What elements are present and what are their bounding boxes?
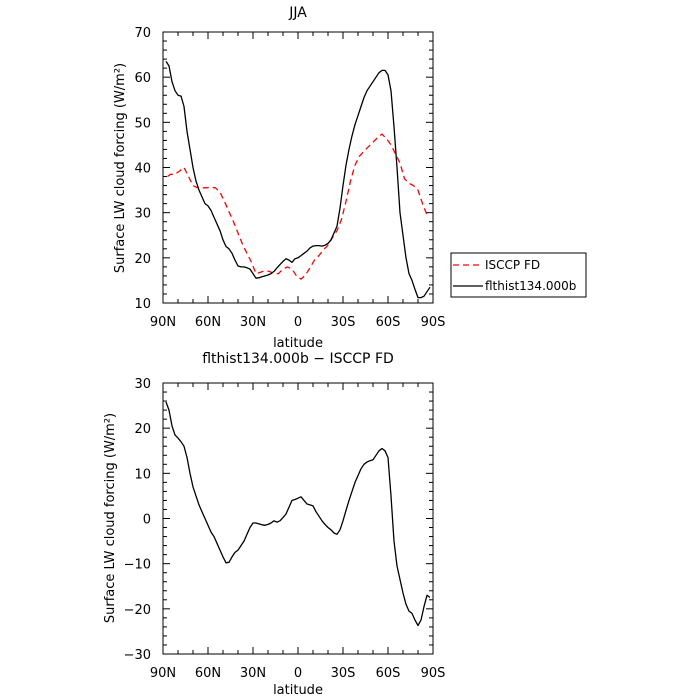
top-x-tick-label: 0 xyxy=(294,315,302,330)
top-y-tick-label: 50 xyxy=(134,116,151,131)
legend-box xyxy=(450,252,587,298)
bottom-series-line-1 xyxy=(165,401,431,627)
top-plot-frame xyxy=(162,31,434,304)
top-x-tick-label: 60S xyxy=(376,315,401,330)
top-legend: ISCCP FD flthist134.000b xyxy=(450,252,587,298)
bottom-y-tick-label: 0 xyxy=(143,513,151,528)
top-chart-title: JJA xyxy=(288,5,307,21)
bottom-x-axis-title: latitude xyxy=(273,683,323,698)
top-y-tick-label: 60 xyxy=(134,71,151,86)
bottom-y-axis-title: Surface LW cloud forcing (W/m²) xyxy=(103,413,118,623)
bottom-plot-area: −30 −20 −10 0 10 20 30 90N 60N 30N 0 30S 60S 90S xyxy=(124,377,446,681)
top-x-tick-label: 90S xyxy=(421,315,446,330)
bottom-x-tick-label: 30N xyxy=(240,666,266,681)
top-y-tick-label: 10 xyxy=(134,297,151,312)
top-x-tick-label: 30N xyxy=(240,315,266,330)
bottom-x-tick-label: 60N xyxy=(195,666,221,681)
bottom-y-tick-label: 20 xyxy=(134,422,151,437)
bottom-x-tick-label: 30S xyxy=(331,666,356,681)
top-chart: JJA 10 20 30 40 50 60 70 90N 60N 30N 0 30S 60S 90S la… xyxy=(113,5,587,351)
top-y-tick-label: 20 xyxy=(134,252,151,267)
legend-label-isccp: ISCCP FD xyxy=(485,258,540,272)
bottom-chart-title: flthist134.000b − ISCCP FD xyxy=(202,351,394,367)
bottom-x-tick-label: 90N xyxy=(150,666,176,681)
top-series-line-2 xyxy=(165,61,431,299)
bottom-y-tick-label: −20 xyxy=(124,603,151,618)
top-x-tick-label: 90N xyxy=(150,315,176,330)
top-y-tick-label: 70 xyxy=(134,26,151,41)
bottom-x-tick-label: 0 xyxy=(294,666,302,681)
top-y-tick-label: 40 xyxy=(134,162,151,177)
top-x-tick-label: 60N xyxy=(195,315,221,330)
top-plot-area: 10 20 30 40 50 60 70 90N 60N 30N 0 30S 60S 90S xyxy=(134,26,445,330)
bottom-y-tick-label: −10 xyxy=(124,558,151,573)
legend-label-flthist: flthist134.000b xyxy=(485,279,576,293)
top-y-axis-title: Surface LW cloud forcing (W/m²) xyxy=(113,63,128,273)
top-y-tick-label: 30 xyxy=(134,207,151,222)
top-x-tick-label: 30S xyxy=(331,315,356,330)
bottom-x-tick-label: 90S xyxy=(421,666,446,681)
bottom-x-tick-label: 60S xyxy=(376,666,401,681)
bottom-y-tick-label: −30 xyxy=(124,648,151,663)
bottom-y-tick-label: 30 xyxy=(134,377,151,392)
top-x-axis-title: latitude xyxy=(273,336,323,351)
bottom-chart: flthist134.000b − ISCCP FD −30 −20 −10 0 10 2… xyxy=(103,351,445,698)
bottom-y-tick-label: 10 xyxy=(134,467,151,482)
